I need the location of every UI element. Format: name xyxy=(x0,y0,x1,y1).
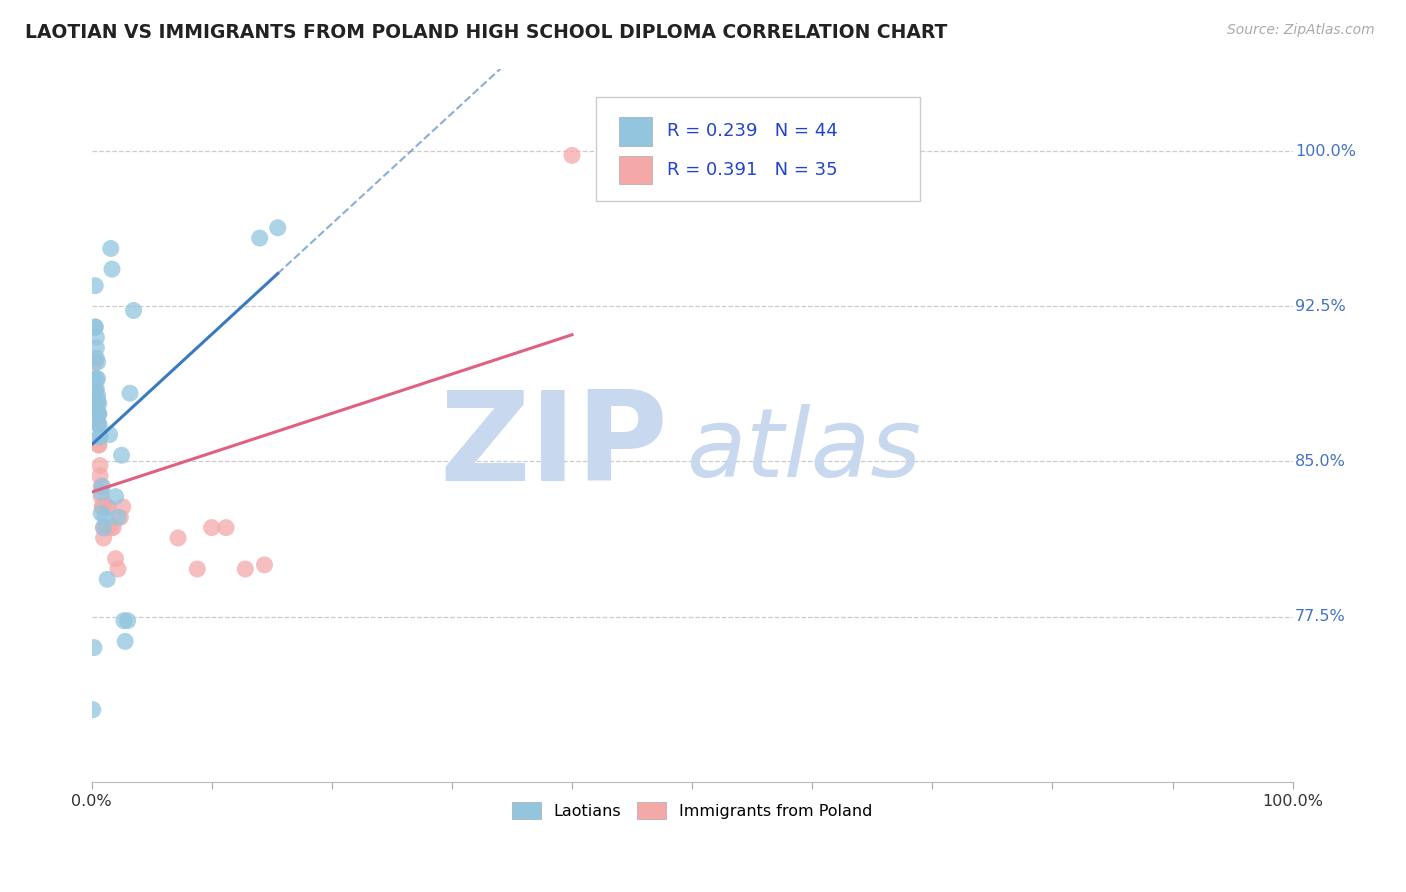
Point xyxy=(89,469,111,483)
Point xyxy=(84,320,107,334)
Point xyxy=(561,148,583,162)
Point xyxy=(87,417,110,432)
Point xyxy=(83,640,105,655)
Point xyxy=(86,392,108,407)
Point xyxy=(104,490,127,504)
Point xyxy=(112,614,135,628)
Point xyxy=(86,351,108,365)
Point xyxy=(114,634,136,648)
Point xyxy=(215,521,238,535)
Point xyxy=(94,510,117,524)
Point xyxy=(86,396,108,410)
Point xyxy=(96,500,118,514)
Text: ZIP: ZIP xyxy=(439,386,668,508)
Point xyxy=(122,303,145,318)
Text: R = 0.391   N = 35: R = 0.391 N = 35 xyxy=(666,161,838,179)
Point xyxy=(86,372,108,386)
Text: 85.0%: 85.0% xyxy=(1295,454,1346,469)
Point xyxy=(90,485,112,500)
Point xyxy=(91,479,114,493)
Legend: Laotians, Immigrants from Poland: Laotians, Immigrants from Poland xyxy=(506,796,879,825)
Point xyxy=(101,262,124,277)
Text: 92.5%: 92.5% xyxy=(1295,299,1346,314)
Point xyxy=(84,278,107,293)
Point xyxy=(86,330,108,344)
FancyBboxPatch shape xyxy=(596,97,921,201)
Point xyxy=(107,510,129,524)
Point xyxy=(91,500,114,514)
Point xyxy=(86,417,108,432)
Point xyxy=(83,407,105,421)
Point xyxy=(86,382,108,396)
Point xyxy=(86,396,108,410)
Point xyxy=(93,521,115,535)
Point xyxy=(101,521,124,535)
Point xyxy=(83,396,105,410)
Point xyxy=(98,427,121,442)
Point xyxy=(87,438,110,452)
Point xyxy=(86,341,108,355)
Point xyxy=(96,572,118,586)
Text: Source: ZipAtlas.com: Source: ZipAtlas.com xyxy=(1227,23,1375,37)
Point xyxy=(110,448,132,462)
Point xyxy=(93,521,115,535)
Point xyxy=(253,558,276,572)
Bar xyxy=(619,117,652,145)
Text: R = 0.239   N = 44: R = 0.239 N = 44 xyxy=(666,122,838,140)
Point xyxy=(89,430,111,444)
Point xyxy=(93,531,115,545)
Point xyxy=(84,320,107,334)
Text: 100.0%: 100.0% xyxy=(1295,144,1355,159)
Point xyxy=(86,355,108,369)
Bar xyxy=(619,156,652,185)
Text: atlas: atlas xyxy=(686,404,921,497)
Point xyxy=(97,500,120,514)
Point xyxy=(90,506,112,520)
Point xyxy=(111,500,134,514)
Point xyxy=(89,430,111,444)
Point xyxy=(87,407,110,421)
Point xyxy=(84,402,107,417)
Text: 77.5%: 77.5% xyxy=(1295,609,1346,624)
Point xyxy=(94,521,117,535)
Point xyxy=(107,562,129,576)
Point xyxy=(90,490,112,504)
Point xyxy=(167,531,190,545)
Point xyxy=(86,388,108,402)
Point xyxy=(118,386,141,401)
Text: LAOTIAN VS IMMIGRANTS FROM POLAND HIGH SCHOOL DIPLOMA CORRELATION CHART: LAOTIAN VS IMMIGRANTS FROM POLAND HIGH S… xyxy=(25,23,948,42)
Point xyxy=(100,521,122,535)
Point xyxy=(87,396,110,410)
Point xyxy=(100,242,122,256)
Point xyxy=(104,551,127,566)
Point xyxy=(84,382,107,396)
Point xyxy=(89,458,111,473)
Point xyxy=(87,417,110,432)
Point xyxy=(86,372,108,386)
Point xyxy=(84,386,107,401)
Point xyxy=(233,562,256,576)
Point xyxy=(110,510,132,524)
Point xyxy=(86,396,108,410)
Point xyxy=(201,521,224,535)
Point xyxy=(83,372,105,386)
Point xyxy=(90,479,112,493)
Point xyxy=(87,407,110,421)
Point xyxy=(82,386,104,401)
Point xyxy=(91,500,114,514)
Point xyxy=(84,355,107,369)
Point xyxy=(117,614,139,628)
Point xyxy=(267,220,290,235)
Point xyxy=(249,231,271,245)
Point xyxy=(86,407,108,421)
Point xyxy=(186,562,208,576)
Point xyxy=(82,703,104,717)
Point xyxy=(87,438,110,452)
